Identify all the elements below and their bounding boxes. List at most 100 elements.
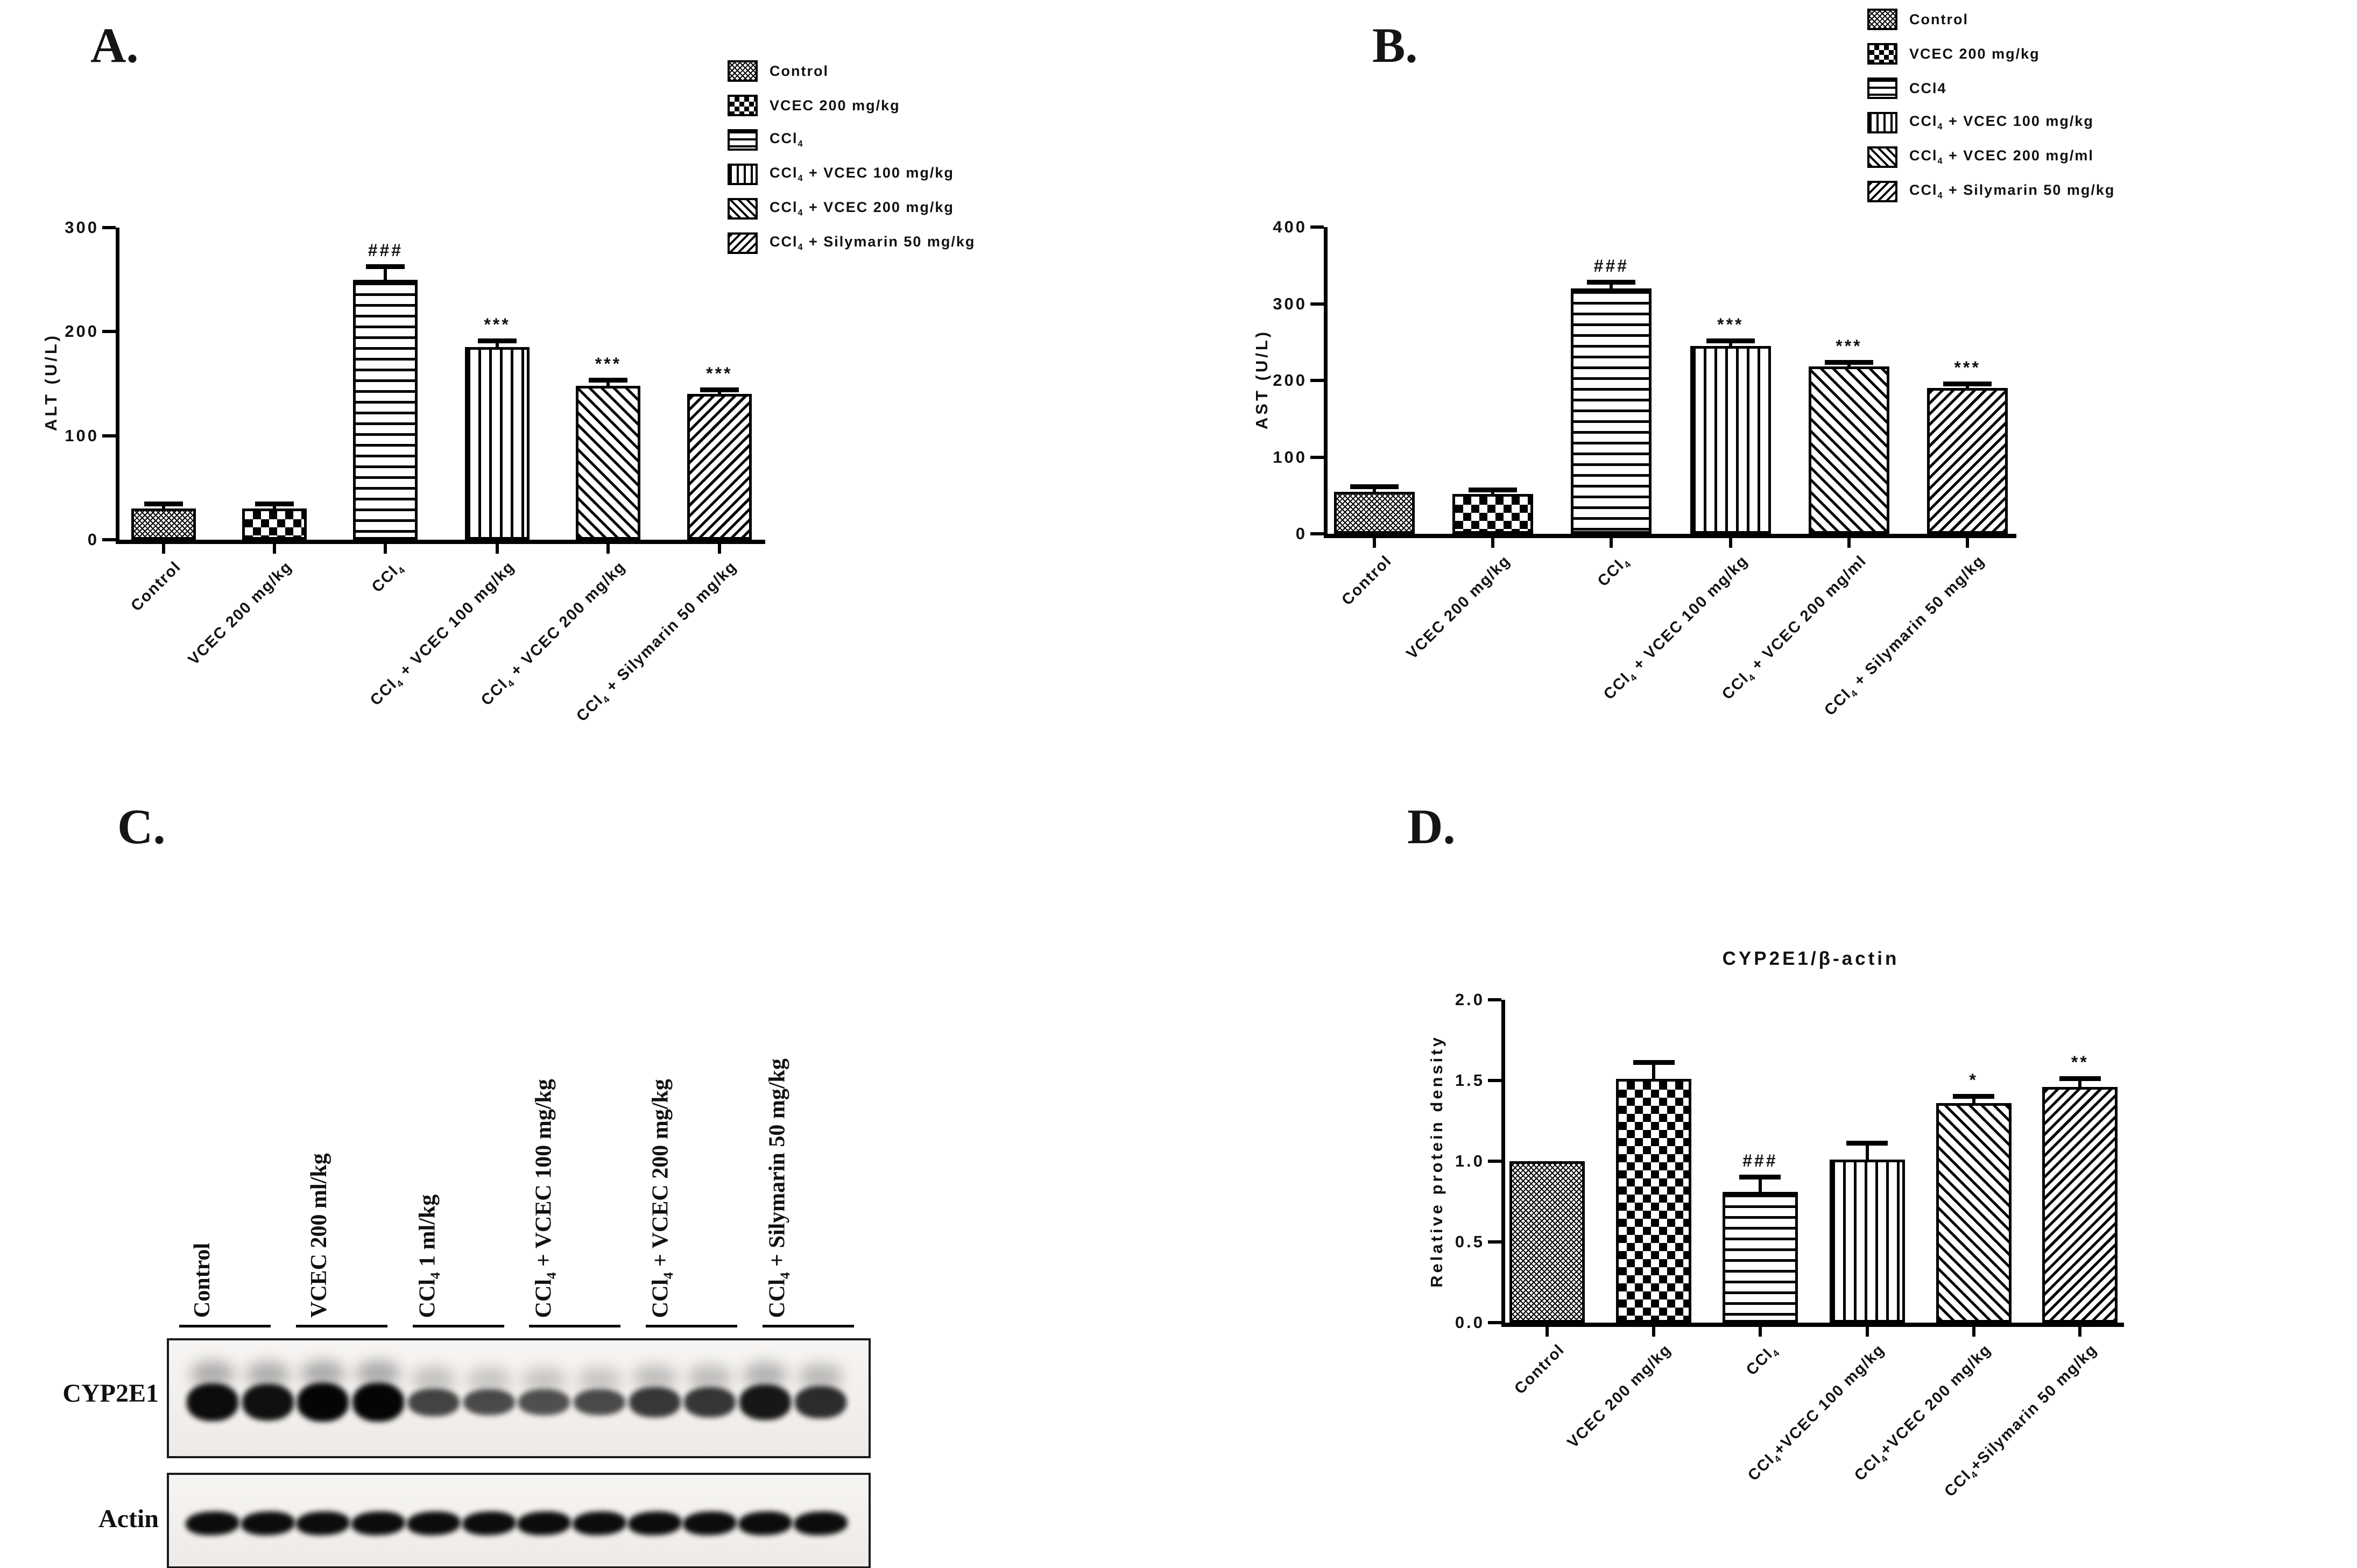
y-tick-label: 100 (65, 426, 99, 445)
legend-swatch-mesh (1867, 9, 1897, 30)
error-bar-stem (606, 380, 610, 387)
legend-item: CCl4 (728, 129, 975, 151)
bar-a-3 (353, 279, 418, 540)
legend-label: CCl4 + Silymarin 50 mg/kg (1909, 182, 2115, 201)
y-tick-mark (1310, 532, 1324, 535)
panel-b-label: B. (1372, 18, 1418, 73)
blot-band (242, 1384, 294, 1421)
y-tick-label: 100 (1273, 447, 1307, 467)
blot-band-smear (577, 1366, 622, 1393)
bar-d-6 (2042, 1087, 2118, 1323)
error-bar-cap (144, 502, 183, 507)
significance-annotation: ### (1593, 256, 1629, 276)
x-tick-mark (1728, 538, 1732, 548)
lane-group-label: Control (190, 1242, 215, 1318)
legend-swatch-diagb (728, 232, 758, 254)
panel-a-legend: Control VCEC 200 mg/kg CCl4 CCl4 + VCEC 100… (728, 60, 975, 267)
error-bar-stem (1652, 1063, 1655, 1080)
legend-swatch-vlines (728, 164, 758, 185)
blot-band (461, 1510, 517, 1536)
x-tick-label: Control (127, 558, 185, 615)
legend-label: VCEC 200 mg/kg (1909, 45, 2040, 62)
blot-band-smear (743, 1362, 787, 1388)
blot-band-smear (301, 1360, 345, 1386)
legend-label: Control (1909, 11, 1968, 27)
error-bar-cap (1469, 487, 1518, 492)
bar-a-1 (131, 508, 196, 540)
y-tick-label: 1.5 (1455, 1071, 1485, 1090)
x-tick-mark (273, 544, 276, 554)
significance-annotation: ** (2071, 1053, 2089, 1072)
significance-annotation: *** (484, 314, 511, 334)
significance-annotation: *** (1717, 315, 1744, 335)
error-bar-stem (2078, 1079, 2082, 1088)
legend-label: CCl4 + VCEC 100 mg/kg (1909, 113, 2094, 132)
bar-a-4 (465, 347, 530, 540)
error-bar-stem (1865, 1143, 1869, 1161)
bar-b-5 (1808, 366, 1889, 534)
x-tick-mark (1652, 1327, 1655, 1337)
panel-a-y-axis-title: ALT (U/L) (41, 333, 60, 432)
x-tick-label: CCl4 (1594, 556, 1634, 590)
legend-swatch-vlines (1867, 112, 1897, 133)
x-tick-mark (1972, 1327, 1975, 1337)
bar-a-5 (576, 385, 641, 540)
blot-band-smear (245, 1361, 290, 1388)
legend-item: CCl4 + Silymarin 50 mg/kg (1867, 181, 2115, 202)
legend-label: CCl4 + VCEC 100 mg/kg (770, 165, 954, 183)
x-tick-mark (2078, 1327, 2082, 1337)
bar-b-6 (1927, 388, 2008, 534)
legend-item: Control (1867, 9, 2115, 30)
legend-swatch-diagf (1867, 146, 1897, 168)
blot-band (794, 1386, 846, 1418)
blot-band (187, 1383, 238, 1421)
y-tick-mark (1310, 302, 1324, 306)
error-bar-cap (1824, 360, 1873, 365)
significance-annotation: *** (706, 363, 733, 383)
lane-group-label: CCl4 + VCEC 100 mg/kg (532, 1078, 560, 1318)
error-bar-stem (161, 504, 165, 510)
y-tick-mark (1310, 455, 1324, 459)
y-tick-label: 0.0 (1455, 1313, 1485, 1332)
blot-band (629, 1387, 681, 1417)
lane-group-underline (529, 1325, 621, 1327)
blot-band (463, 1389, 515, 1416)
legend-swatch-hlines (1867, 77, 1897, 99)
bar-d-2 (1616, 1079, 1691, 1323)
blot-band (738, 1510, 793, 1536)
y-tick-label: 300 (1273, 294, 1307, 313)
blot-band (682, 1510, 738, 1536)
x-tick-mark (161, 544, 165, 554)
legend-item: CCl4 (1867, 77, 2115, 99)
legend-label: CCl4 (1909, 80, 1947, 96)
blot-band-smear (356, 1360, 401, 1386)
lane-group-underline (762, 1325, 854, 1327)
panel-c-label: C. (117, 799, 166, 854)
y-tick-mark (1488, 1079, 1501, 1082)
legend-swatch-checker (728, 95, 758, 116)
x-tick-label: CCl4 (368, 562, 408, 596)
x-tick-mark (1758, 1327, 1762, 1337)
blot-band (352, 1383, 405, 1422)
lane-group-underline (296, 1325, 387, 1327)
error-bar-cap (1739, 1175, 1781, 1179)
error-bar-stem (384, 267, 387, 281)
legend-label: CCl4 + VCEC 200 mg/ml (1909, 147, 2094, 166)
y-tick-mark (102, 538, 116, 541)
y-tick-label: 0.5 (1455, 1232, 1485, 1251)
blot-band (185, 1510, 240, 1536)
blot-band-smear (632, 1365, 677, 1391)
error-bar-cap (1943, 382, 1992, 387)
legend-item: VCEC 200 mg/kg (728, 95, 975, 116)
panel-b-plot-area: 0 100 200 300 400 Control VCEC 200 mg/kg ### CCl… (1273, 217, 2016, 719)
blot-band-smear (190, 1361, 235, 1387)
error-bar-cap (1633, 1060, 1675, 1065)
legend-item: Control (728, 60, 975, 82)
significance-annotation: ### (1742, 1151, 1778, 1170)
bar-b-4 (1690, 345, 1771, 534)
error-bar-stem (273, 504, 276, 510)
x-tick-mark (496, 544, 499, 554)
panel-d-chart-title: CYP2E1/β-actin (1722, 948, 1900, 969)
significance-annotation: * (1969, 1070, 1978, 1090)
error-bar-stem (1847, 363, 1851, 368)
